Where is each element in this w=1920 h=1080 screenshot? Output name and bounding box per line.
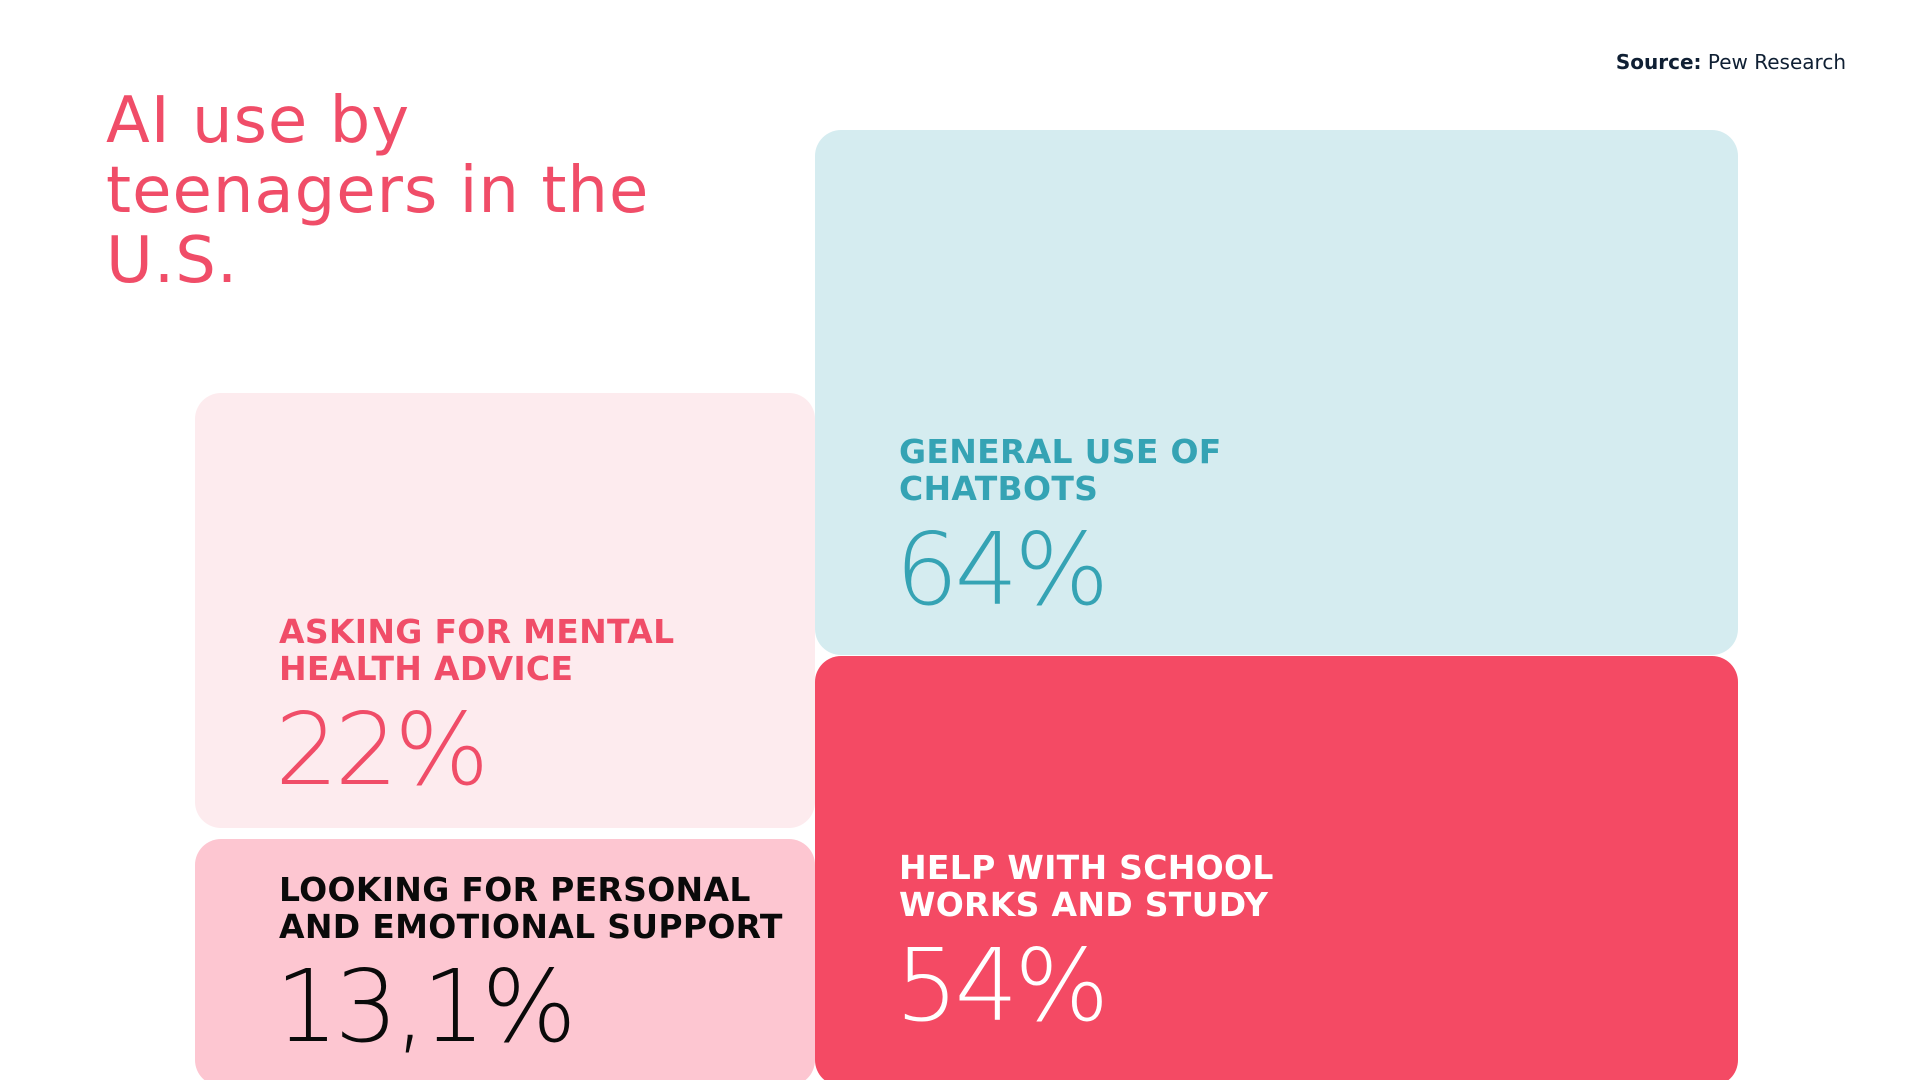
tile-value: 22% [275,691,489,808]
source-value: Pew Research [1707,50,1846,74]
tile-value: 13,1% [275,948,577,1065]
tile-general-chatbots: GENERAL USE OF CHATBOTS 64% [815,130,1738,655]
tile-value: 54% [895,927,1109,1044]
tile-label: LOOKING FOR PERSONAL AND EMOTIONAL SUPPO… [279,870,783,946]
tile-label: HELP WITH SCHOOL WORKS AND STUDY [899,848,1274,924]
tile-label: GENERAL USE OF CHATBOTS [899,432,1222,508]
chart-title: AI use by teenagers in the U.S. [106,84,650,298]
tile-mental-health-advice: ASKING FOR MENTAL HEALTH ADVICE 22% [195,393,815,828]
tile-school-study: HELP WITH SCHOOL WORKS AND STUDY 54% [815,656,1738,1080]
tile-personal-emotional-support: LOOKING FOR PERSONAL AND EMOTIONAL SUPPO… [195,839,815,1080]
tile-label: ASKING FOR MENTAL HEALTH ADVICE [279,612,675,688]
source-label: Source: [1615,50,1702,74]
tile-value: 64% [895,511,1109,628]
source-note: Source: Pew Research [1616,50,1846,74]
